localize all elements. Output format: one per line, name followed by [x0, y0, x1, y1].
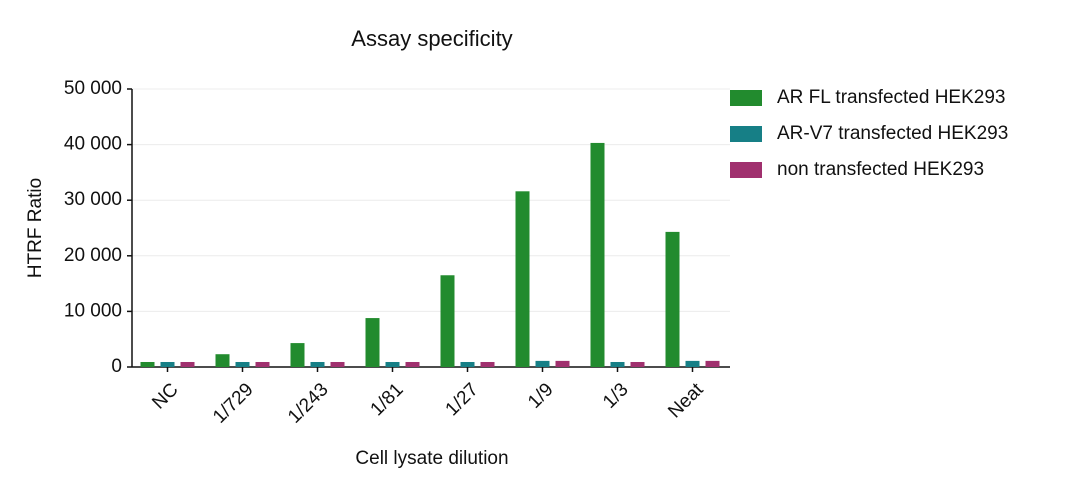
- bar: [705, 360, 720, 367]
- legend-swatch: [730, 90, 762, 106]
- bar: [365, 318, 380, 367]
- bar: [460, 361, 475, 367]
- bar: [180, 361, 195, 367]
- bar: [330, 361, 345, 367]
- bar: [405, 361, 420, 367]
- bar: [630, 361, 645, 367]
- bar: [160, 361, 175, 367]
- bar: [480, 361, 495, 367]
- y-tick-label: 0: [111, 356, 122, 377]
- bar: [685, 360, 700, 367]
- bar: [255, 361, 270, 367]
- x-tick-label: 1/3: [599, 379, 633, 413]
- legend-label: non transfected HEK293: [777, 159, 984, 180]
- x-tick-label: Neat: [664, 379, 708, 423]
- y-axis-label: HTRF Ratio: [25, 178, 46, 278]
- bar: [515, 191, 530, 367]
- y-tick-label: 30 000: [64, 189, 122, 210]
- bar: [290, 343, 305, 367]
- chart-title: Assay specificity: [351, 26, 512, 51]
- bar: [610, 361, 625, 367]
- bar: [385, 361, 400, 367]
- x-tick-label: 1/27: [442, 379, 483, 420]
- y-tick-label: 10 000: [64, 300, 122, 321]
- y-tick-label: 20 000: [64, 245, 122, 266]
- y-tick-label: 40 000: [64, 134, 122, 155]
- legend-label: AR FL transfected HEK293: [777, 87, 1005, 108]
- y-tick-label: 50 000: [64, 78, 122, 99]
- x-tick-label: 1/9: [524, 379, 558, 413]
- x-tick-label: NC: [148, 379, 182, 413]
- bar: [140, 361, 155, 367]
- legend-label: AR-V7 transfected HEK293: [777, 123, 1008, 144]
- legend-swatch: [730, 126, 762, 142]
- x-axis-label: Cell lysate dilution: [355, 448, 508, 469]
- bar: [555, 360, 570, 367]
- bar: [590, 142, 605, 367]
- bar: [535, 360, 550, 367]
- bar: [235, 361, 250, 367]
- bar: [310, 361, 325, 367]
- x-tick-label: 1/81: [367, 379, 408, 420]
- bar: [665, 231, 680, 367]
- legend-swatch: [730, 162, 762, 178]
- x-tick-label: 1/243: [284, 379, 332, 427]
- x-tick-label: 1/729: [209, 379, 257, 427]
- bar: [215, 354, 230, 367]
- bar: [440, 275, 455, 367]
